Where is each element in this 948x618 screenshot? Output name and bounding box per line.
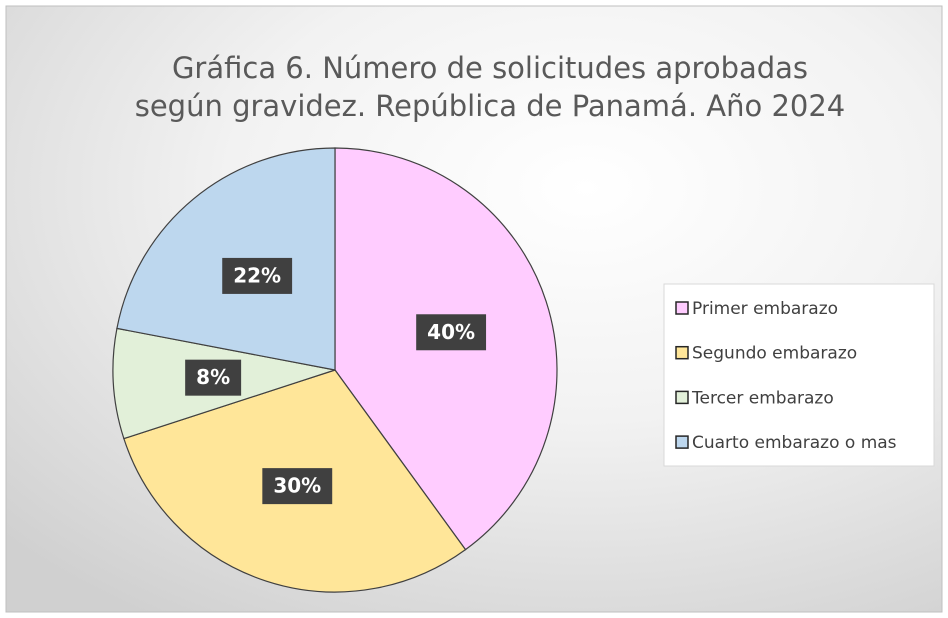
legend-swatch (675, 345, 689, 360)
legend-swatch (675, 301, 689, 315)
legend-swatch (675, 435, 689, 449)
legend-label: Tercer embarazo (691, 388, 834, 408)
legend-label: Segundo embarazo (692, 344, 857, 364)
data-label-box (416, 314, 487, 351)
legend-swatch (675, 390, 689, 405)
data-label: 40% (427, 320, 475, 344)
chart-title: Gráfica 6. Número de solicitudes aprobad… (135, 51, 846, 123)
legend-label: Cuarto embarazo o mas (692, 433, 897, 453)
data-label-box (222, 257, 293, 294)
data-label: 22% (233, 263, 281, 287)
data-label: 8% (196, 365, 230, 389)
legend (663, 283, 935, 467)
data-label-box (262, 468, 333, 505)
data-label: 30% (273, 474, 321, 498)
data-label-box (185, 359, 242, 396)
legend-label: Primer embarazo (692, 299, 838, 319)
